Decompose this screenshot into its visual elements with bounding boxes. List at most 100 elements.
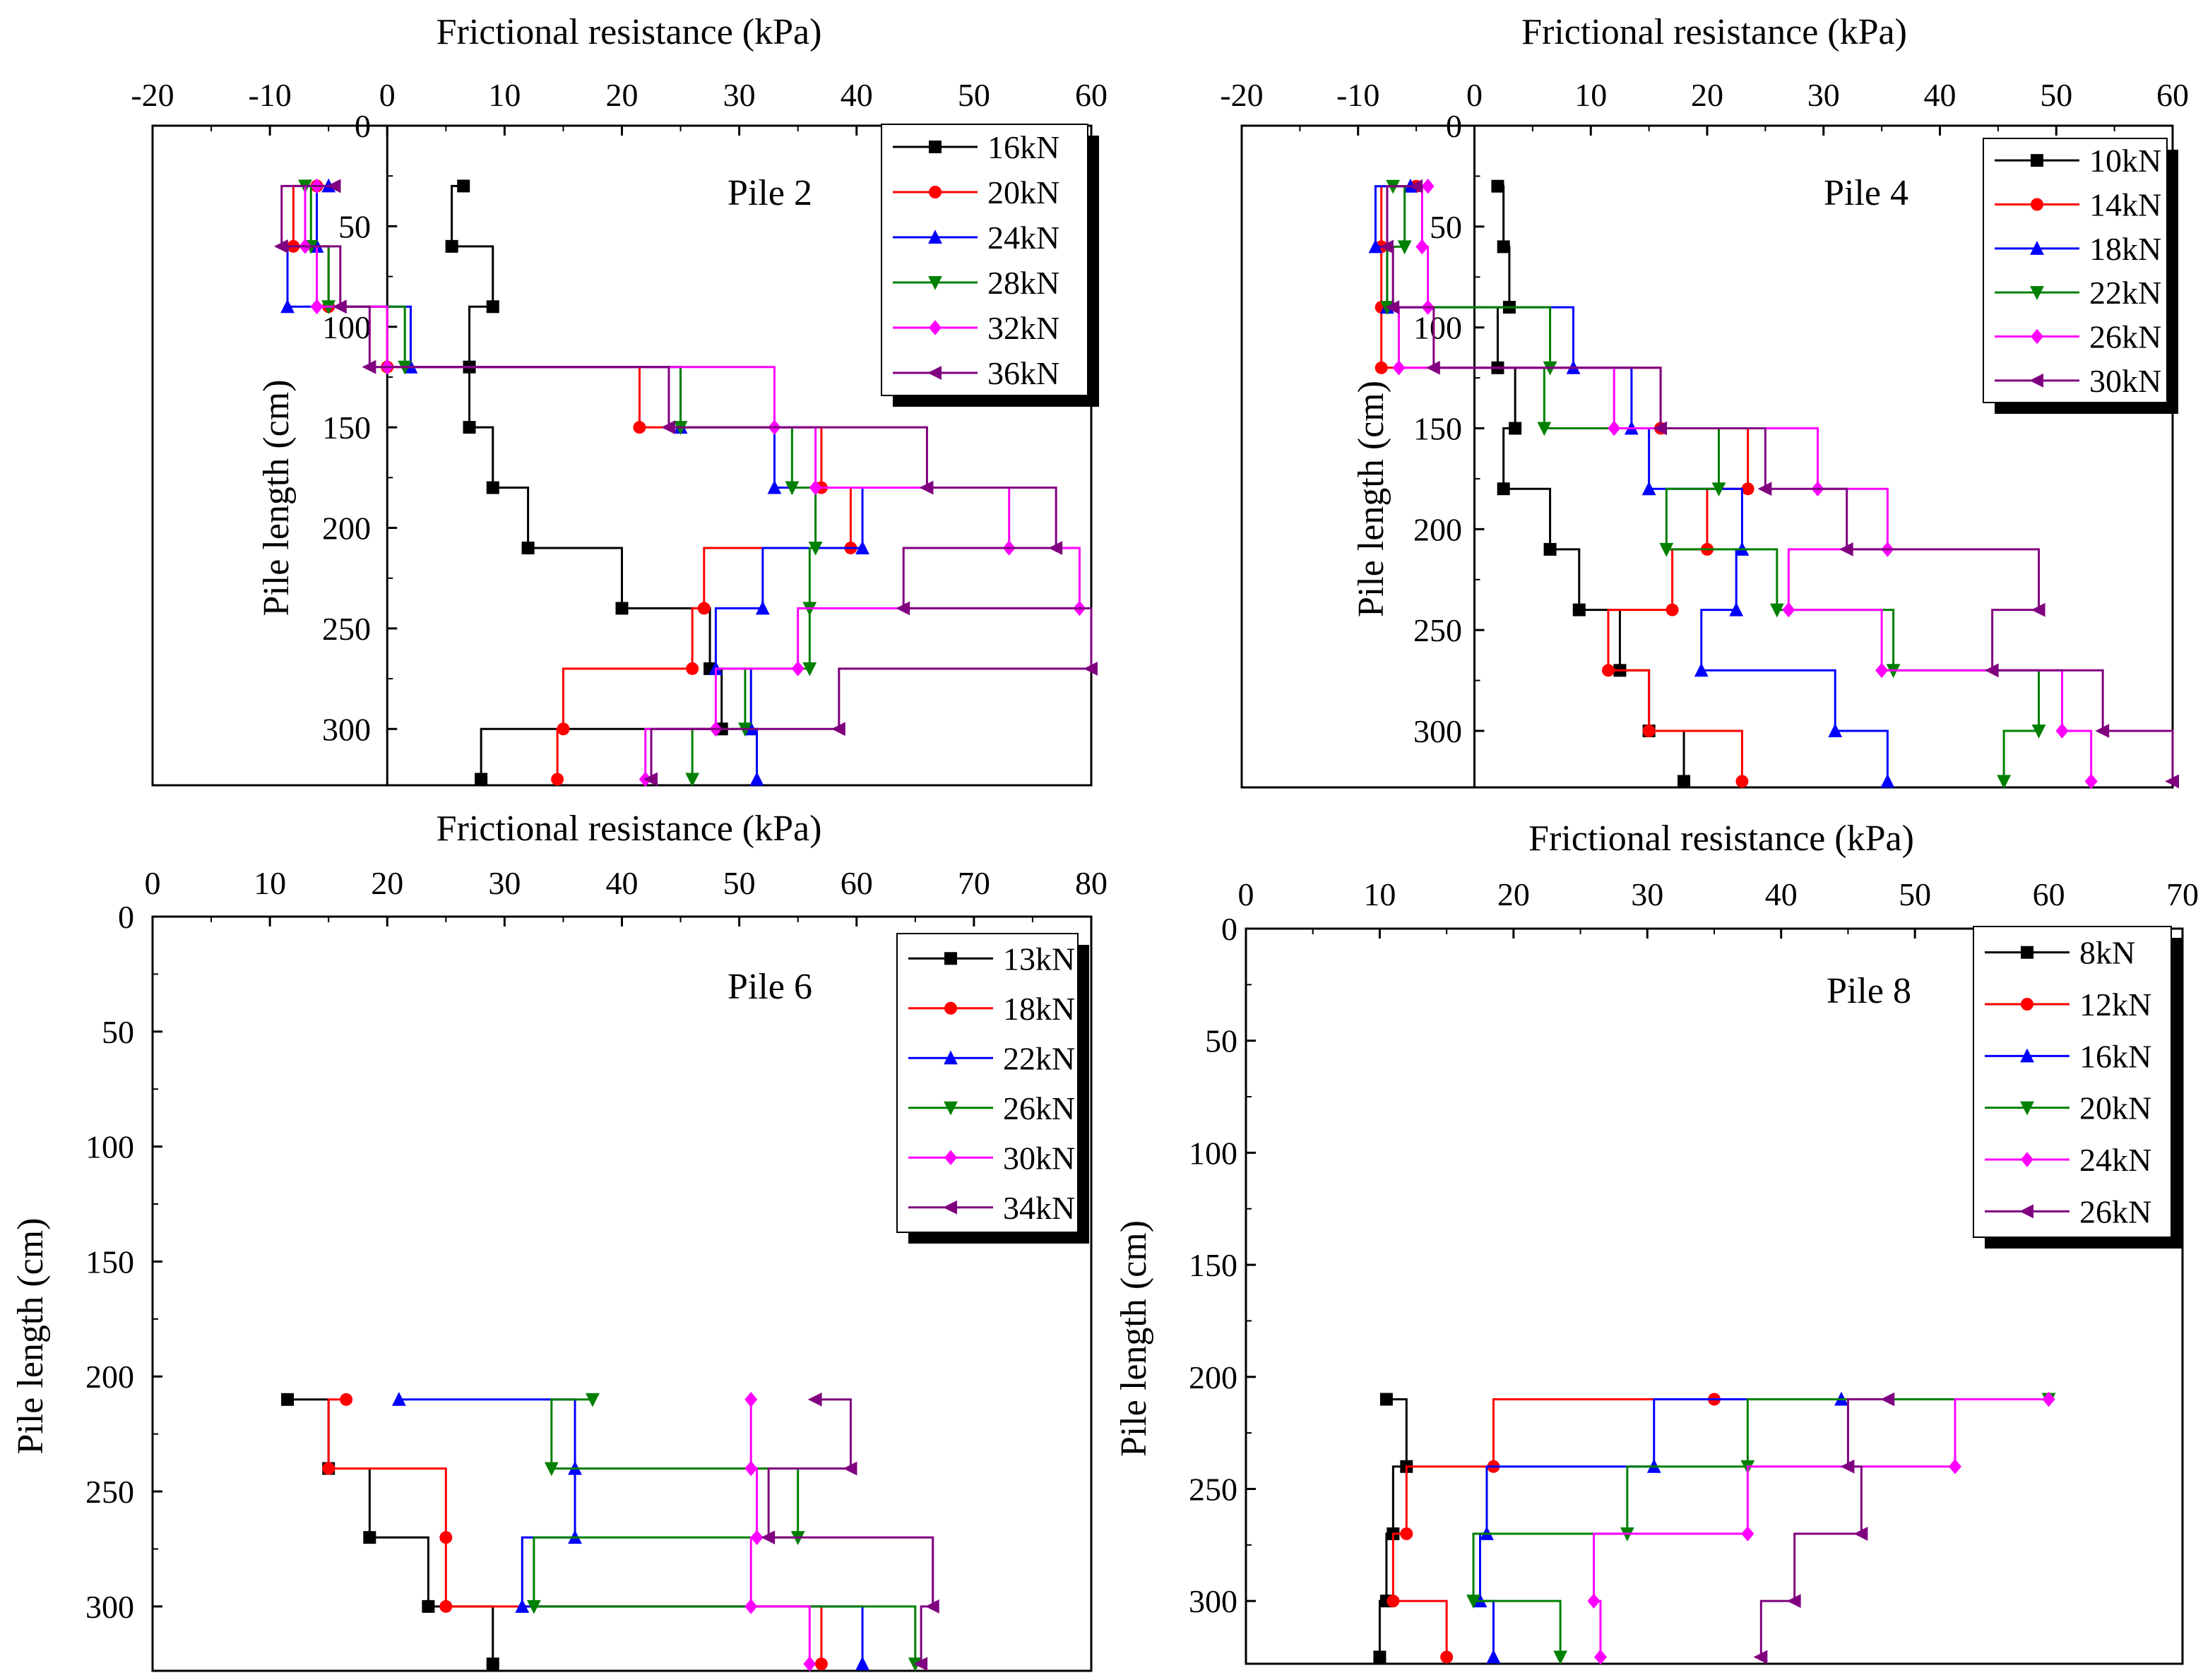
x-axis-title: Frictional resistance (kPa): [437, 12, 822, 52]
y-tick-label: 100: [322, 309, 371, 345]
x-tick-label: 0: [1238, 876, 1254, 912]
series-24kN: [1587, 1391, 2055, 1665]
series-line: [286, 184, 864, 780]
data-point: [586, 1393, 600, 1407]
data-point: [333, 299, 347, 314]
data-point: [744, 1599, 758, 1614]
x-tick-label: 60: [1075, 77, 1108, 113]
data-point: [1880, 773, 1895, 788]
series-30kN: [744, 1391, 817, 1672]
data-point: [1497, 240, 1510, 254]
data-point: [791, 661, 804, 677]
panel-label: Pile 8: [1827, 971, 1911, 1011]
legend: 8kN 12kN 16kN 20kN 24kN 26kN: [1973, 926, 2183, 1249]
legend-label: 26kN: [1003, 1090, 1075, 1126]
x-tick-label: 20: [1497, 876, 1530, 912]
data-point: [2031, 602, 2045, 617]
data-point: [521, 541, 535, 554]
data-point: [807, 1392, 822, 1407]
data-point: [755, 600, 770, 615]
data-point: [2095, 724, 2110, 738]
data-point: [749, 771, 764, 786]
data-point: [1486, 1649, 1501, 1664]
legend: 16kN 20kN 24kN 28kN 32kN 36kN: [881, 124, 1099, 407]
data-point: [281, 1393, 295, 1406]
legend-label: 20kN: [987, 174, 1059, 210]
y-tick-label: 50: [102, 1014, 134, 1050]
data-point: [1659, 542, 1674, 557]
y-tick-label: 100: [85, 1129, 134, 1165]
y-tick-label: 100: [1413, 310, 1462, 346]
series-line: [287, 1398, 494, 1664]
data-point: [661, 420, 675, 435]
legend-label: 8kN: [2079, 935, 2135, 971]
data-point: [814, 1657, 828, 1671]
data-point: [1786, 1594, 1801, 1609]
legend-label: 24kN: [987, 220, 1059, 256]
series-line: [292, 184, 852, 780]
data-point: [1440, 1650, 1454, 1664]
data-point: [439, 1599, 453, 1613]
series-28kN: [298, 179, 823, 787]
data-point: [1839, 542, 1853, 556]
data-point: [280, 299, 295, 314]
panel-label: Pile 4: [1824, 173, 1908, 213]
legend-marker: [2021, 946, 2033, 959]
data-point: [1386, 1595, 1400, 1608]
data-point: [1735, 775, 1749, 788]
y-tick-label: 300: [1413, 713, 1462, 749]
x-tick-label: 20: [371, 865, 403, 901]
y-tick-label: 300: [85, 1589, 134, 1625]
data-point: [1421, 178, 1435, 194]
legend-label: 13kN: [1003, 941, 1075, 977]
data-point: [486, 300, 499, 314]
legend-label: 30kN: [2089, 363, 2161, 399]
y-tick-label: 0: [1446, 108, 1462, 144]
data-point: [785, 481, 800, 496]
data-point: [1678, 775, 1691, 788]
data-point: [2031, 725, 2046, 739]
x-tick-label: 40: [606, 865, 639, 901]
data-point: [750, 1530, 764, 1545]
series-13kN: [281, 1393, 499, 1671]
data-point: [1553, 1650, 1568, 1665]
x-axis-title: Frictional resistance (kPa): [1528, 818, 1914, 859]
data-point: [1497, 482, 1510, 496]
data-point: [2042, 1391, 2055, 1407]
y-tick-label: 250: [322, 611, 371, 647]
data-point: [1642, 725, 1656, 738]
series-14kN: [1374, 179, 1754, 788]
data-point: [1397, 240, 1412, 255]
data-point: [1543, 542, 1557, 556]
data-point: [2084, 773, 2098, 790]
legend-marker: [2031, 154, 2043, 167]
data-point: [1537, 422, 1552, 436]
x-tick-label: 30: [1631, 876, 1663, 912]
x-axis-title: Frictional resistance (kPa): [1521, 12, 1907, 52]
y-tick-label: 200: [85, 1359, 134, 1395]
x-axis-title: Frictional resistance (kPa): [437, 809, 822, 849]
data-point: [1509, 422, 1522, 435]
legend-marker: [2030, 286, 2044, 300]
chart-panel-3: 0 10 20 30 40 50 60 70 80 Frictional resistance (…: [11, 809, 1108, 1672]
x-tick-label: 50: [958, 77, 990, 113]
data-point: [1368, 239, 1383, 254]
data-point: [1757, 482, 1772, 496]
data-point: [1948, 1458, 1961, 1475]
series-18kN: [1368, 178, 1895, 788]
x-tick-label: 0: [379, 77, 396, 113]
legend-marker: [944, 1050, 958, 1065]
y-tick-label: 150: [1413, 411, 1462, 447]
series-line: [1496, 185, 1685, 782]
legend-label: 16kN: [2079, 1038, 2151, 1074]
x-tick-label: 60: [2033, 876, 2065, 912]
data-point: [1984, 663, 1999, 678]
data-point: [1374, 361, 1388, 374]
legend-label: 20kN: [2079, 1090, 2151, 1126]
y-tick-label: 300: [322, 711, 371, 747]
data-point: [551, 773, 564, 786]
data-point: [515, 1599, 530, 1613]
data-point: [1997, 775, 2012, 790]
panel-label: Pile 6: [728, 967, 812, 1007]
series-16kN: [1473, 1391, 1848, 1664]
